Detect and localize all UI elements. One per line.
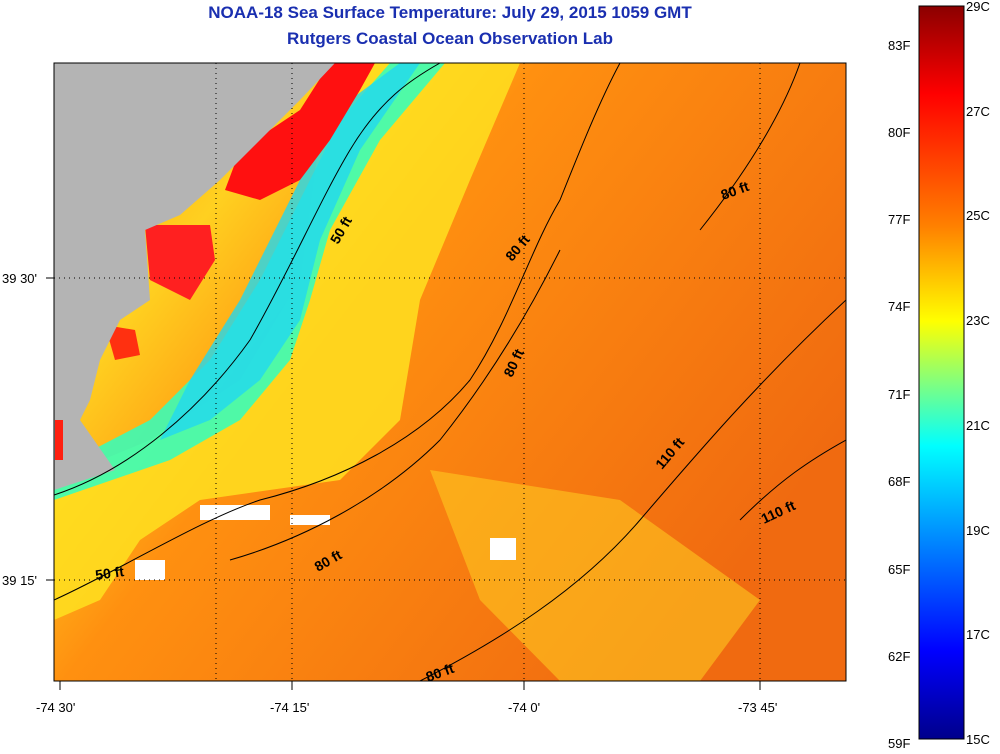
lon-label-7415: -74 15' [270, 700, 309, 715]
colorbar-f-label: 68F [888, 474, 910, 489]
lat-label-3915: 39 15' [2, 573, 37, 588]
colorbar-f-label: 77F [888, 212, 910, 227]
sst-raster [54, 63, 846, 681]
colorbar-c-label: 25C [966, 208, 990, 223]
colorbar-f-label: 80F [888, 125, 910, 140]
map-ticks [46, 277, 761, 690]
map-frame [53, 62, 847, 682]
colorbar-c-label: 27C [966, 104, 990, 119]
colorbar-f-label: 65F [888, 562, 910, 577]
colorbar-c-label: 19C [966, 523, 990, 538]
colorbar-c-label: 15C [966, 732, 990, 747]
colorbar-f-label: 74F [888, 299, 910, 314]
colorbar-c-labels: 29C 27C 25C 23C 21C 19C 17C 15C [966, 0, 990, 747]
colorbar-f-labels: 83F 80F 77F 74F 71F 68F 65F 62F 59F [888, 38, 910, 751]
colorbar-f-label: 83F [888, 38, 910, 53]
colorbar-c-label: 17C [966, 627, 990, 642]
map-subtitle: Rutgers Coastal Ocean Observation Lab [287, 29, 613, 48]
lon-label-7400: -74 0' [508, 700, 540, 715]
map-title: NOAA-18 Sea Surface Temperature: July 29… [208, 3, 692, 22]
contour-label: 50 ft [94, 563, 125, 583]
colorbar-f-label: 62F [888, 649, 910, 664]
colorbar-f-label: 71F [888, 387, 910, 402]
lon-label-7345: -73 45' [738, 700, 777, 715]
lat-label-3930: 39 30' [2, 271, 37, 286]
colorbar-c-label: 29C [966, 0, 990, 14]
colorbar [918, 5, 965, 740]
colorbar-c-label: 23C [966, 313, 990, 328]
colorbar-f-label: 59F [888, 736, 910, 751]
lon-label-7430: -74 30' [36, 700, 75, 715]
graticule [54, 63, 846, 681]
colorbar-c-label: 21C [966, 418, 990, 433]
